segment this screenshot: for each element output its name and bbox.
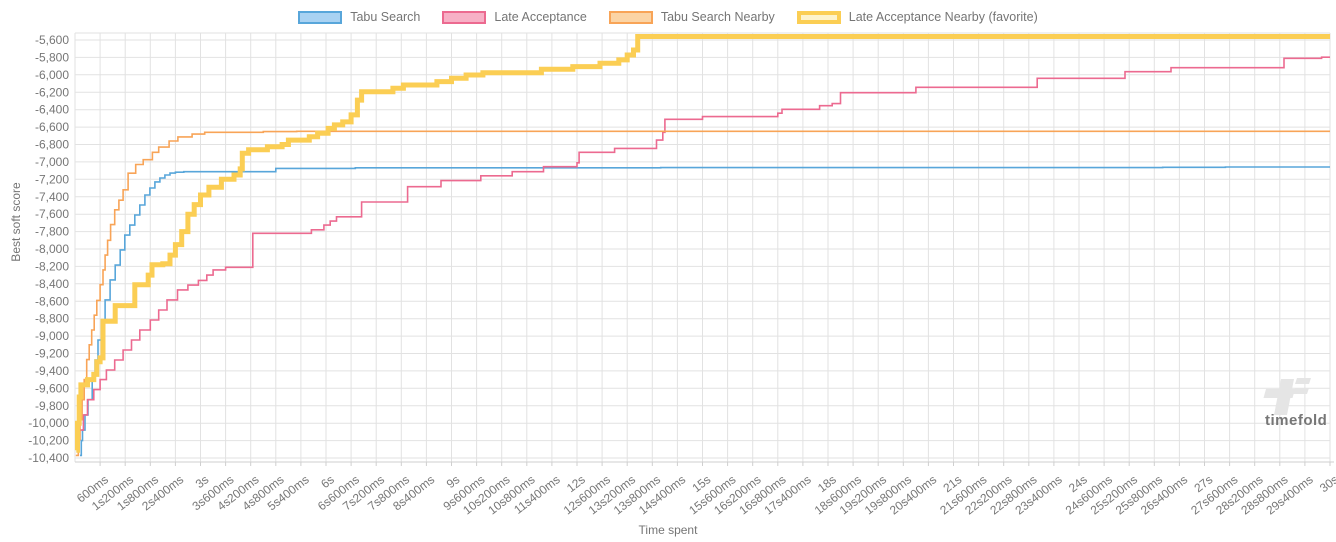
svg-text:30s: 30s	[1317, 472, 1336, 495]
y-tick-labels: -5,600 -5,800 -6,000 -6,200 -6,400 -6,600 -6,8…	[28, 33, 69, 465]
svg-text:-9,200: -9,200	[35, 347, 69, 361]
series-line-tabu-search-nearby	[75, 130, 1330, 457]
svg-text:-10,200: -10,200	[28, 434, 69, 448]
legend-item-late-acceptance-nearby-favorite[interactable]: Late Acceptance Nearby (favorite)	[796, 10, 1038, 24]
chart-legend: Tabu Search Late Acceptance Tabu Search Ne…	[0, 7, 1336, 27]
svg-text:-8,800: -8,800	[35, 312, 69, 326]
svg-text:-8,600: -8,600	[35, 294, 69, 308]
timefold-watermark-text: timefold	[1265, 412, 1327, 429]
legend-swatch-late-acceptance	[442, 10, 487, 24]
svg-text:-7,600: -7,600	[35, 207, 69, 221]
svg-text:-7,800: -7,800	[35, 225, 69, 239]
svg-text:-6,800: -6,800	[35, 138, 69, 152]
legend-item-tabu-search-nearby[interactable]: Tabu Search Nearby	[608, 10, 775, 24]
svg-text:-6,600: -6,600	[35, 120, 69, 134]
svg-text:-8,400: -8,400	[35, 277, 69, 291]
x-axis-line	[75, 461, 1334, 466]
legend-label: Tabu Search Nearby	[660, 10, 775, 24]
svg-text:-9,600: -9,600	[35, 381, 69, 395]
x-axis-title: Time spent	[638, 523, 698, 537]
svg-text:-9,400: -9,400	[35, 364, 69, 378]
svg-text:-7,400: -7,400	[35, 190, 69, 204]
svg-text:-5,600: -5,600	[35, 33, 69, 47]
timefold-watermark-logo	[1263, 378, 1311, 415]
legend-label: Late Acceptance Nearby (favorite)	[848, 10, 1038, 24]
legend-label: Tabu Search	[350, 10, 421, 24]
legend-swatch-tabu-search	[298, 10, 343, 24]
series-line-late-acceptance-nearby-favorite	[75, 34, 1330, 453]
legend-swatch-tabu-search-nearby	[608, 10, 653, 24]
svg-text:-9,800: -9,800	[35, 399, 69, 413]
legend-item-tabu-search[interactable]: Tabu Search	[298, 10, 420, 24]
svg-text:-8,000: -8,000	[35, 242, 69, 256]
svg-text:-6,000: -6,000	[35, 68, 69, 82]
svg-text:-7,200: -7,200	[35, 172, 69, 186]
svg-text:-5,800: -5,800	[35, 50, 69, 64]
svg-text:-6,400: -6,400	[35, 103, 69, 117]
svg-text:-8,200: -8,200	[35, 259, 69, 273]
svg-text:-6,200: -6,200	[35, 85, 69, 99]
series-line-late-acceptance	[77, 56, 1330, 451]
series-line-tabu-search	[80, 166, 1330, 457]
legend-item-late-acceptance[interactable]: Late Acceptance	[442, 10, 587, 24]
x-gridlines	[74, 33, 1331, 462]
svg-text:-10,400: -10,400	[28, 451, 69, 465]
y-axis-title: Best soft score	[9, 182, 23, 262]
svg-text:-10,000: -10,000	[28, 416, 69, 430]
svg-text:-9,000: -9,000	[35, 329, 69, 343]
svg-text:-7,000: -7,000	[35, 155, 69, 169]
legend-swatch-late-acceptance-nearby-favorite	[796, 10, 841, 24]
legend-label: Late Acceptance	[494, 10, 587, 24]
